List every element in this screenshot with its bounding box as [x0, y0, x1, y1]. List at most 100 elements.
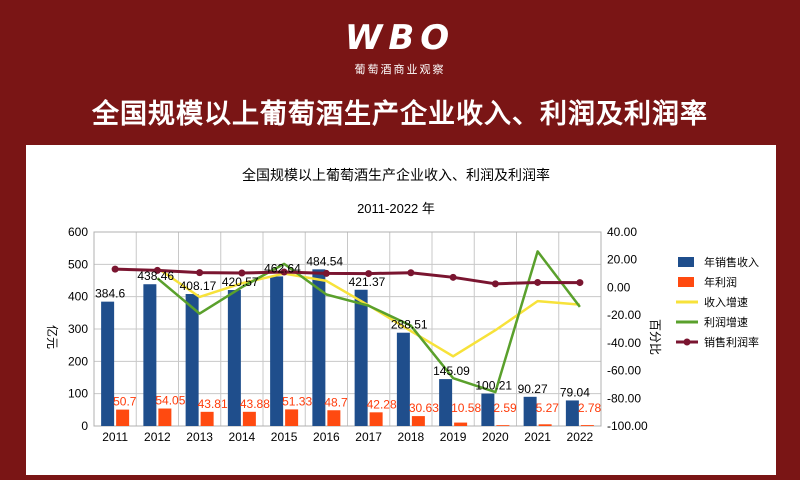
line-point: [196, 269, 204, 277]
data-label-profit: 51.33: [282, 394, 312, 408]
bar-profit: [369, 412, 383, 426]
line-point: [238, 269, 246, 277]
chart-title: 全国规模以上葡萄酒生产企业收入、利润及利润率: [242, 167, 550, 183]
chart-subtitle: 2011-2022 年: [357, 201, 435, 216]
x-tick-label: 2020: [482, 430, 509, 444]
bar-revenue: [101, 301, 115, 426]
legend-label: 年利润: [704, 275, 737, 289]
data-label-profit: 5.27: [536, 401, 560, 415]
data-label-profit: 30.63: [409, 401, 439, 415]
data-label-revenue: 438.46: [137, 269, 174, 283]
line-point: [365, 270, 373, 278]
bar-profit: [285, 409, 299, 426]
x-tick-label: 2013: [186, 430, 213, 444]
line-point: [491, 280, 499, 288]
data-label-profit: 2.78: [578, 401, 602, 415]
data-label-revenue: 79.04: [560, 385, 590, 399]
legend-label: 年销售收入: [704, 255, 759, 269]
brand-logo: WBO: [344, 18, 456, 58]
bar-revenue: [396, 332, 410, 426]
data-label-revenue: 145.09: [433, 364, 470, 378]
y-tick-label: 200: [68, 354, 88, 368]
data-label-revenue: 100.21: [475, 379, 512, 393]
bar-group: [101, 269, 594, 426]
line-point: [322, 269, 330, 277]
data-label-profit: 54.05: [155, 394, 185, 408]
bar-profit: [580, 425, 594, 426]
data-label-profit: 43.88: [240, 397, 270, 411]
y2-tick-label: 20.00: [607, 253, 637, 267]
legend-marker: [683, 338, 691, 346]
legend-swatch: [678, 277, 694, 287]
line-point: [280, 268, 288, 276]
bar-revenue: [185, 294, 199, 426]
data-label-revenue: 420.57: [222, 275, 259, 289]
y-tick-label: 500: [68, 257, 88, 271]
legend-label: 收入增速: [704, 295, 748, 309]
y-tick-label: 300: [68, 322, 88, 336]
x-tick-label: 2016: [313, 430, 340, 444]
x-tick-label: 2015: [271, 430, 298, 444]
bar-profit: [411, 416, 425, 426]
y-tick-label: 100: [68, 387, 88, 401]
data-label-group: 384.6 438.46 408.17 420.57 462.64 484.54 421.3…: [95, 254, 601, 415]
y2-tick-label: -40.00: [607, 336, 641, 350]
line-point: [153, 266, 161, 274]
x-tick-label: 2012: [144, 430, 171, 444]
header-banner: WBO 葡萄酒商业观察 全国规模以上葡萄酒生产企业收入、利润及利润率: [0, 0, 800, 145]
bar-profit: [496, 425, 510, 426]
chart-panel: 全国规模以上葡萄酒生产企业收入、利润及利润率 2011-2022 年 384.6…: [26, 145, 776, 475]
brand-subtitle: 葡萄酒商业观察: [354, 64, 446, 76]
legend-label: 销售利润率: [704, 335, 759, 349]
y2-tick-label: -20.00: [607, 308, 641, 322]
y2-tick-label: 40.00: [607, 225, 637, 239]
legend-swatch: [678, 257, 694, 267]
x-tick-label: 2022: [567, 430, 594, 444]
plot-frame: [93, 231, 602, 427]
page-title: 全国规模以上葡萄酒生产企业收入、利润及利润率: [92, 99, 708, 129]
y-tick-label: 600: [68, 225, 88, 239]
line-point: [111, 265, 119, 273]
data-label-revenue: 288.51: [391, 318, 428, 332]
data-label-revenue: 90.27: [518, 382, 548, 396]
line-group: [111, 250, 584, 394]
axes-group: 0 100 200 300 400 500 600 -100.00 -80.00 -60.00 -4…: [68, 225, 648, 444]
chart-svg: 全国规模以上葡萄酒生产企业收入、利润及利润率 2011-2022 年 384.6…: [45, 167, 759, 444]
y-tick-label: 400: [68, 290, 88, 304]
bar-profit: [158, 408, 172, 426]
bar-profit: [116, 409, 130, 426]
bar-revenue: [565, 400, 579, 426]
data-label-revenue: 484.54: [306, 254, 343, 268]
data-label-profit: 42.28: [367, 397, 397, 411]
y2-tick-label: -60.00: [607, 364, 641, 378]
line-point: [576, 279, 584, 287]
line-point: [449, 273, 457, 281]
bar-profit: [327, 410, 341, 426]
bar-revenue: [270, 276, 284, 426]
grid-lines: [93, 231, 602, 427]
x-tick-label: 2021: [524, 430, 551, 444]
data-label-revenue: 384.6: [95, 287, 125, 301]
bar-revenue: [523, 396, 537, 426]
line-series: [115, 267, 580, 286]
data-label-profit: 48.7: [324, 395, 348, 409]
data-label-profit: 2.59: [493, 401, 517, 415]
bar-profit: [200, 411, 214, 426]
line-series: [156, 250, 581, 394]
y-axis-label: 亿元: [45, 325, 60, 349]
data-label-revenue: 462.64: [264, 261, 301, 275]
line-point: [407, 269, 415, 277]
data-label-profit: 43.81: [198, 397, 228, 411]
bar-revenue: [227, 290, 241, 426]
bar-revenue: [143, 284, 157, 426]
line-point: [534, 278, 542, 286]
y2-tick-label: -80.00: [607, 391, 641, 405]
bar-profit: [242, 411, 256, 426]
x-tick-label: 2017: [355, 430, 382, 444]
bar-revenue: [312, 269, 326, 426]
data-label-revenue: 421.37: [349, 275, 386, 289]
y-tick-label: 0: [81, 419, 88, 433]
bar-revenue: [439, 379, 453, 426]
y2-axis-label: 百分比: [648, 319, 662, 355]
